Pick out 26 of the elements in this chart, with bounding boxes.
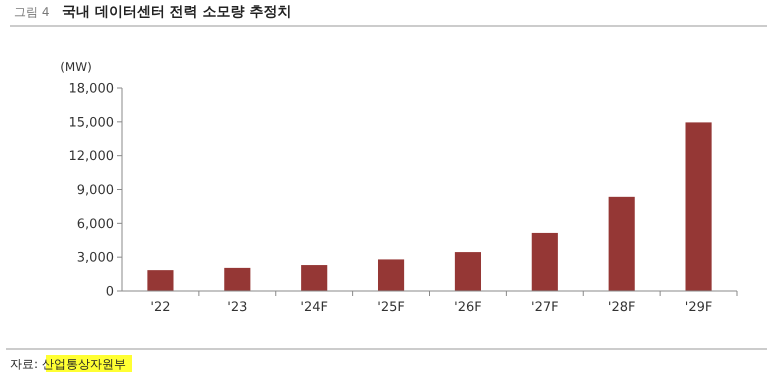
- bar: [301, 265, 328, 291]
- x-tick-label: '24F: [300, 300, 328, 315]
- y-tick-label: 6,000: [76, 216, 114, 232]
- x-tick-label: '26F: [454, 300, 482, 315]
- y-axis-title: (MW): [60, 60, 92, 74]
- x-tick-label: '28F: [608, 300, 636, 315]
- y-tick-label: 15,000: [68, 115, 114, 130]
- caption: 그림 4: [14, 5, 50, 19]
- x-tick-label: '25F: [377, 300, 405, 315]
- bar: [532, 232, 558, 291]
- chart-title: 국내 데이터센터 전력 소모량 추정치: [62, 4, 292, 20]
- bar: [454, 252, 482, 291]
- x-tick-label: '29F: [684, 300, 712, 315]
- bar: [685, 122, 712, 291]
- x-tick-label: '27F: [531, 300, 559, 315]
- y-tick-label: 12,000: [68, 149, 114, 164]
- y-tick-label: 18,000: [68, 82, 114, 97]
- bar: [224, 268, 250, 291]
- y-tick-label: 9,000: [76, 183, 114, 198]
- bar: [147, 270, 174, 291]
- y-tick-label: 0: [106, 284, 114, 300]
- y-tick-label: 3,000: [76, 250, 114, 266]
- bar: [378, 259, 404, 291]
- x-tick-label: '22: [150, 300, 170, 315]
- x-tick-label: '23: [227, 300, 248, 315]
- bar: [608, 196, 635, 291]
